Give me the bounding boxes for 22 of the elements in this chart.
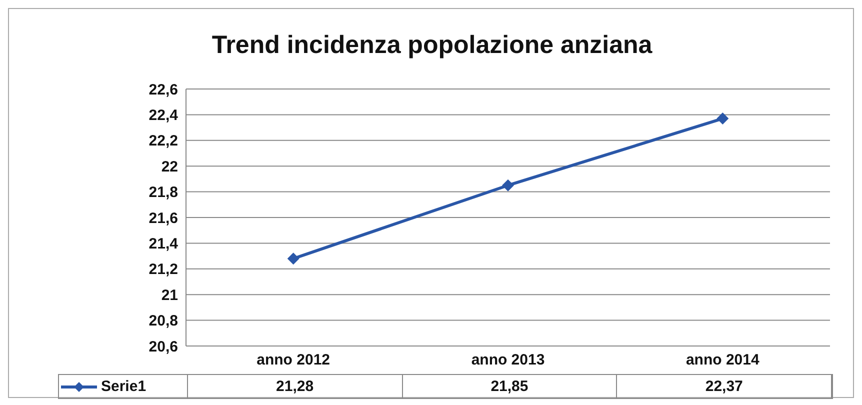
y-tick-label: 21,8 <box>148 184 178 202</box>
y-tick-label: 20,8 <box>148 312 178 330</box>
x-tick-label: anno 2014 <box>686 352 760 369</box>
y-tick-label: 22,2 <box>148 132 178 150</box>
y-tick-label: 21,6 <box>148 210 178 227</box>
legend-label: Serie1 <box>101 378 146 395</box>
y-tick-label: 22,4 <box>148 107 179 124</box>
y-tick-label: 22,6 <box>148 81 178 98</box>
data-label: 21,85 <box>402 375 618 398</box>
point <box>716 112 729 125</box>
y-tick-label: 21,2 <box>148 261 178 278</box>
data-label: 21,28 <box>188 375 403 398</box>
x-tick-label: anno 2013 <box>471 352 545 369</box>
y-tick-label: 21,4 <box>148 236 179 253</box>
chart-title: Trend incidenza popolazione anziana <box>210 31 654 60</box>
y-tick-label: 22 <box>161 158 178 176</box>
y-tick-label: 21 <box>161 286 178 304</box>
y-tick-label: 20,6 <box>148 338 178 356</box>
point <box>502 179 514 192</box>
x-tick-label: anno 2012 <box>256 352 330 369</box>
point <box>287 252 300 265</box>
data-label: 22,37 <box>617 375 832 398</box>
